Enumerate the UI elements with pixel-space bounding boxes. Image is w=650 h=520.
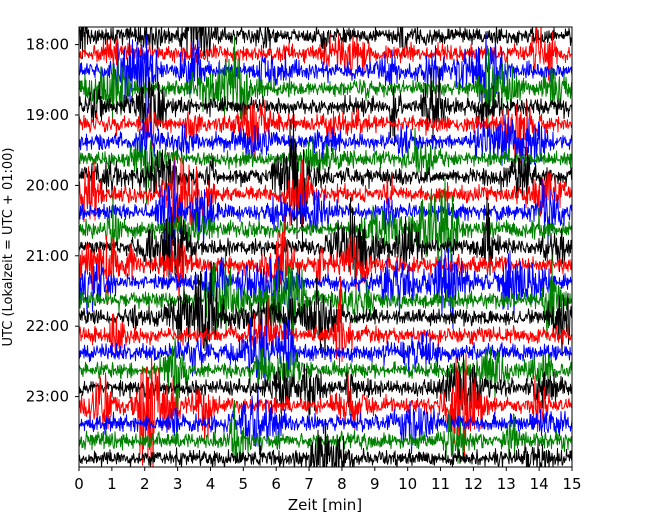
x-tick-label: 8 <box>337 475 347 493</box>
seismogram-trace <box>79 66 572 147</box>
seismogram-trace <box>79 156 572 240</box>
x-tick-label: 0 <box>74 475 84 493</box>
seismogram-trace <box>79 353 572 467</box>
y-axis-label: UTC (Lokalzeit = UTC + 01:00) <box>1 148 16 347</box>
x-tick-label: 6 <box>271 475 281 493</box>
seismogram-trace <box>79 159 572 265</box>
x-tick-label: 5 <box>239 475 249 493</box>
seismogram-trace <box>79 312 572 390</box>
x-tick-label: 3 <box>173 475 183 493</box>
seismogram-trace <box>79 99 572 164</box>
x-tick-label: 14 <box>530 475 549 493</box>
x-tick-label: 10 <box>398 475 417 493</box>
seismogram-trace <box>79 111 572 240</box>
x-tick-label: 4 <box>206 475 216 493</box>
seismogram-trace <box>79 276 572 367</box>
x-tick-label: 7 <box>304 475 314 493</box>
seismogram-trace <box>79 36 572 129</box>
seismogram-traces <box>79 27 572 467</box>
seismogram-trace <box>79 260 572 361</box>
x-tick-label: 2 <box>140 475 150 493</box>
x-tick-label: 9 <box>370 475 380 493</box>
seismogram-trace <box>79 248 572 329</box>
y-axis: 18:00 19:00 20:00 21:00 22:00 23:00 <box>26 36 79 406</box>
plot-frame <box>78 26 573 468</box>
x-axis-label: Zeit [min] <box>288 496 362 514</box>
y-tick-label: 22:00 <box>26 317 69 335</box>
x-tick-label: 1 <box>107 475 117 493</box>
seismogram-trace <box>79 27 572 83</box>
seismogram-trace <box>79 33 572 118</box>
y-tick-label: 18:00 <box>26 36 69 54</box>
y-tick-label: 20:00 <box>26 176 69 194</box>
seismogram-trace <box>79 337 572 433</box>
x-tick-label: 11 <box>431 475 450 493</box>
x-axis: 0 1 2 3 4 5 6 7 8 9 10 11 12 13 14 15 <box>74 467 582 493</box>
y-tick-label: 23:00 <box>26 388 69 406</box>
x-tick-label: 15 <box>562 475 581 493</box>
y-tick-label: 19:00 <box>26 106 69 124</box>
seismogram-trace <box>79 353 572 426</box>
x-tick-label: 13 <box>497 475 516 493</box>
seismogram-trace <box>79 247 572 364</box>
seismogram-trace <box>79 214 572 304</box>
seismogram-trace <box>79 418 572 467</box>
x-tick-label: 12 <box>464 475 483 493</box>
y-tick-label: 21:00 <box>26 247 69 265</box>
